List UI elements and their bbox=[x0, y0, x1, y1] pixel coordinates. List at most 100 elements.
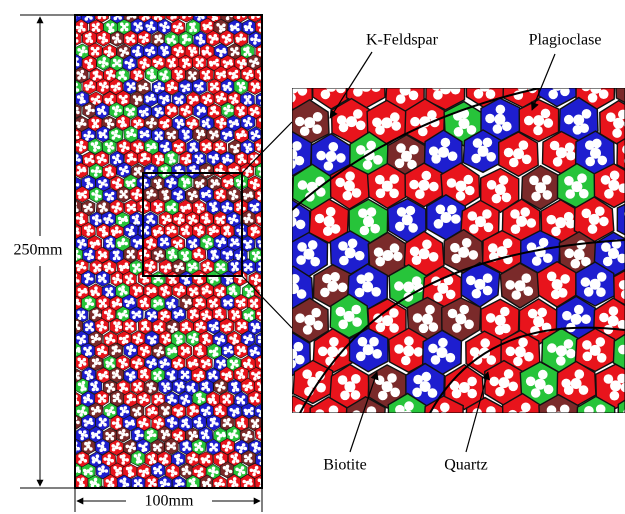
particle bbox=[152, 407, 156, 411]
particle bbox=[87, 181, 91, 185]
particle bbox=[372, 118, 382, 128]
grain-model-figure: 250mm 100mm K-Feldspar Plagioclase Bioti… bbox=[0, 0, 625, 514]
particle bbox=[205, 481, 209, 485]
particle bbox=[59, 134, 63, 138]
particle bbox=[98, 195, 102, 199]
particle bbox=[101, 442, 105, 446]
particle bbox=[274, 5, 278, 9]
particle bbox=[295, 117, 305, 127]
particle bbox=[263, 196, 267, 200]
particle bbox=[109, 334, 113, 338]
particle bbox=[149, 242, 153, 246]
particle bbox=[489, 419, 499, 429]
particle bbox=[338, 283, 348, 293]
particle bbox=[109, 241, 113, 245]
particle bbox=[201, 374, 205, 378]
particle bbox=[63, 96, 67, 100]
particle bbox=[191, 481, 195, 485]
particle bbox=[82, 46, 86, 50]
particle bbox=[403, 346, 414, 357]
particle bbox=[230, 25, 234, 29]
particle bbox=[105, 375, 109, 379]
particle bbox=[499, 377, 510, 388]
particle bbox=[197, 206, 201, 210]
particle bbox=[263, 204, 267, 208]
particle bbox=[101, 277, 105, 281]
grain bbox=[262, 272, 276, 288]
particle bbox=[198, 132, 202, 136]
particle bbox=[79, 313, 83, 317]
particle bbox=[230, 3, 234, 7]
particle bbox=[239, 88, 243, 92]
particle bbox=[143, 418, 147, 422]
particle bbox=[94, 361, 98, 365]
particle bbox=[58, 106, 62, 110]
particle bbox=[70, 374, 74, 378]
particle bbox=[216, 494, 220, 498]
particle bbox=[264, 123, 268, 127]
particle bbox=[94, 433, 98, 437]
particle bbox=[118, 120, 122, 124]
particle bbox=[304, 315, 315, 326]
grain bbox=[60, 0, 74, 12]
particle bbox=[79, 265, 83, 269]
particle bbox=[157, 325, 161, 329]
particle bbox=[146, 360, 150, 364]
particle bbox=[223, 363, 227, 367]
particle bbox=[212, 156, 216, 160]
particle bbox=[254, 254, 258, 258]
particle bbox=[161, 87, 165, 91]
particle bbox=[64, 165, 68, 169]
particle bbox=[271, 226, 275, 230]
particle bbox=[63, 317, 67, 321]
particle bbox=[301, 59, 311, 69]
particle bbox=[114, 230, 118, 234]
particle bbox=[253, 41, 257, 45]
particle bbox=[274, 149, 278, 153]
particle bbox=[138, 444, 142, 448]
particle bbox=[252, 494, 256, 498]
particle bbox=[70, 25, 74, 29]
particle bbox=[255, 130, 259, 134]
particle bbox=[79, 148, 83, 152]
particle bbox=[234, 382, 238, 386]
particle bbox=[129, 157, 133, 161]
particle bbox=[580, 55, 590, 65]
particle bbox=[79, 169, 83, 173]
particle bbox=[141, 473, 145, 477]
particle bbox=[98, 60, 102, 64]
particle bbox=[121, 74, 125, 78]
particle bbox=[67, 406, 71, 410]
particle bbox=[272, 269, 276, 273]
particle bbox=[210, 40, 214, 44]
grain bbox=[269, 402, 283, 418]
particle bbox=[91, 0, 95, 4]
particle bbox=[228, 72, 232, 76]
particle bbox=[142, 40, 146, 44]
particle bbox=[123, 478, 127, 482]
particle bbox=[457, 51, 468, 62]
particle bbox=[121, 289, 125, 293]
particle bbox=[270, 154, 274, 158]
particle bbox=[237, 421, 241, 425]
particle bbox=[102, 202, 106, 206]
particle bbox=[240, 491, 244, 495]
particle bbox=[178, 166, 182, 170]
particle bbox=[194, 195, 198, 199]
particle bbox=[485, 114, 495, 124]
particle bbox=[233, 385, 237, 389]
particle bbox=[66, 361, 70, 365]
particle bbox=[226, 226, 230, 230]
particle bbox=[162, 457, 166, 461]
particle bbox=[152, 454, 156, 458]
particle bbox=[107, 149, 111, 153]
particle bbox=[177, 125, 181, 129]
particle bbox=[203, 412, 207, 416]
particle bbox=[263, 220, 267, 224]
particle bbox=[419, 180, 430, 191]
particle bbox=[142, 280, 146, 284]
particle bbox=[232, 362, 236, 366]
particle bbox=[266, 353, 270, 357]
particle bbox=[68, 95, 72, 99]
particle bbox=[572, 48, 583, 59]
